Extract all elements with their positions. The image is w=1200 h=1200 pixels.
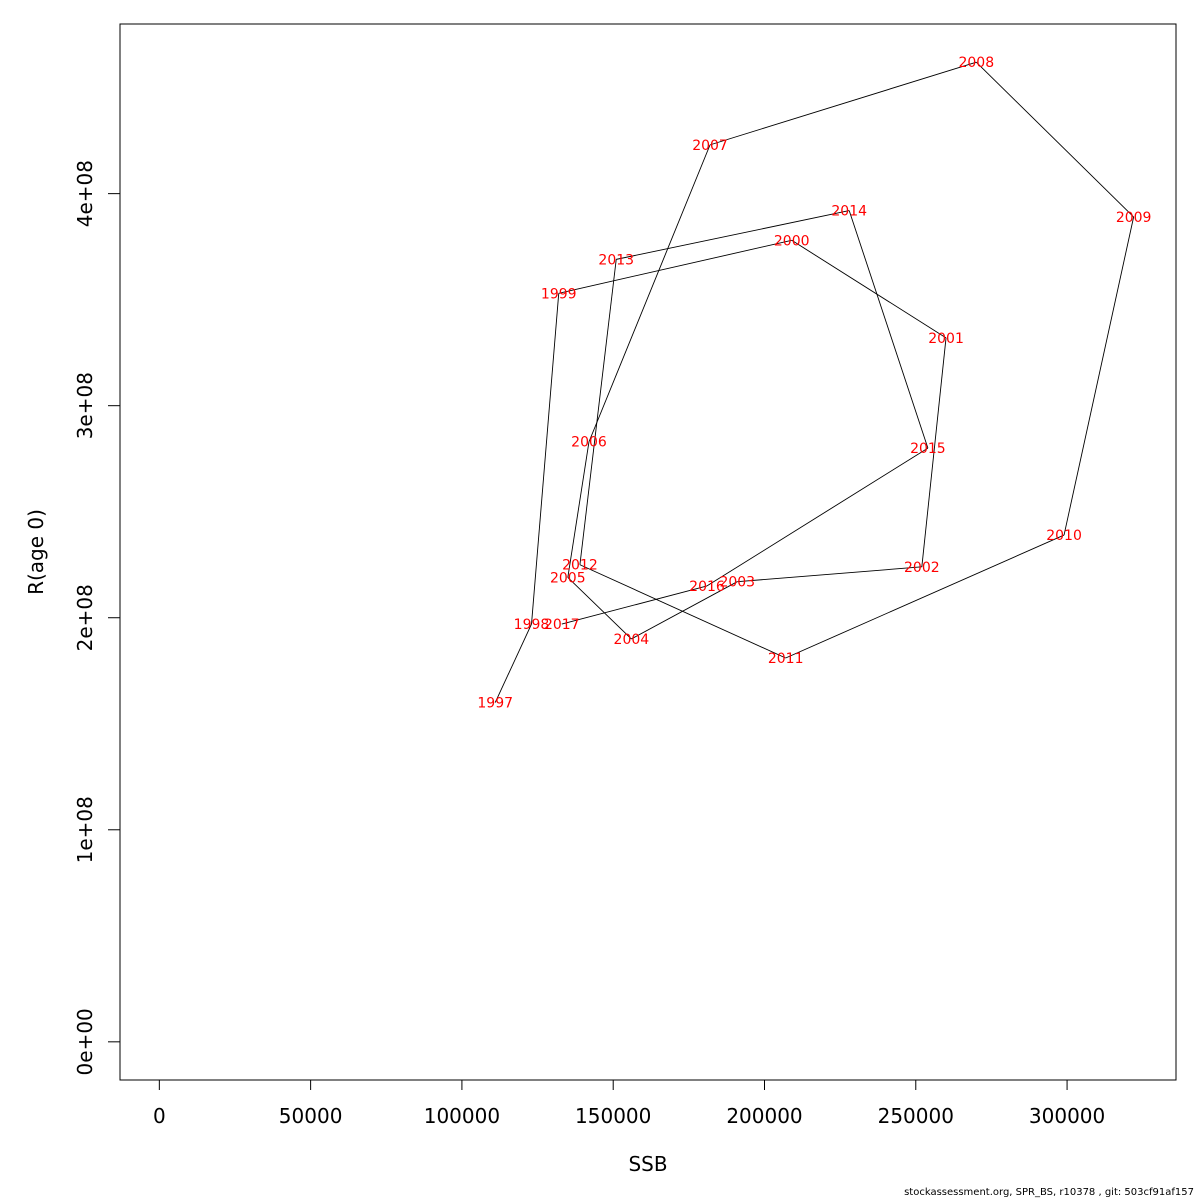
year-label-2009: 2009 [1116,210,1152,226]
year-label-2005: 2005 [550,570,586,586]
x-axis-title: SSB [628,1152,667,1176]
year-label-1999: 1999 [541,286,577,302]
plot-frame [119,23,1177,1081]
series-segment [588,144,711,442]
year-label-2008: 2008 [958,55,994,71]
y-tick-label: 0e+00 [73,1008,97,1075]
year-label-2010: 2010 [1046,528,1082,544]
year-label-2000: 2000 [774,233,810,249]
x-tick-label: 300000 [1029,1104,1105,1128]
year-label-2017: 2017 [544,617,580,633]
series-segment [531,293,560,625]
series-segment [737,566,922,583]
series-segment [709,61,977,146]
year-label-2002: 2002 [904,560,940,576]
series-segment [567,577,632,640]
year-label-2011: 2011 [768,651,804,667]
y-axis: 0e+00 1e+08 2e+08 3e+08 4e+08 [73,160,121,1075]
year-label-2012: 2012 [562,558,598,574]
year-label-1997: 1997 [477,696,513,712]
y-tick-label: 3e+08 [73,372,97,439]
x-tick-label: 100000 [424,1104,500,1128]
series-segment [1063,216,1135,536]
x-tick-label: 50000 [279,1104,343,1128]
year-label-1998: 1998 [514,617,550,633]
year-label-2013: 2013 [598,252,634,268]
year-label-2007: 2007 [692,138,728,154]
recruitment-series [494,61,1135,703]
year-label-2015: 2015 [910,441,946,457]
y-tick-label: 1e+08 [73,796,97,863]
year-label-2014: 2014 [831,204,867,220]
series-segment [616,210,850,260]
y-axis-title: R(age 0) [24,509,48,595]
series-segment [631,581,738,640]
year-label-2001: 2001 [928,331,964,347]
series-segment [494,623,532,703]
footer-attribution: stockassessment.org, SPR_BS, r10378 , gi… [904,1187,1194,1198]
series-segment [921,337,947,567]
x-tick-label: 200000 [726,1104,802,1128]
x-tick-label: 0 [153,1104,166,1128]
year-label-2006: 2006 [571,435,607,451]
x-tick-label: 150000 [575,1104,651,1128]
x-tick-label: 250000 [878,1104,954,1128]
series-segment [567,441,590,578]
series-segment [561,585,708,625]
y-tick-label: 4e+08 [73,160,97,227]
series-segment [706,447,929,587]
series-segment [558,239,792,294]
series-segment [848,210,929,449]
series-segment [975,61,1134,218]
y-tick-label: 2e+08 [73,584,97,651]
year-label-2016: 2016 [689,579,725,595]
series-segment [579,564,786,659]
year-label-2004: 2004 [614,632,650,648]
year-labels: 1997 1998 1999 2000 2001 2002 2003 2004 2005 2006… [477,55,1151,711]
series-segment [785,534,1065,659]
x-axis: 0 50000 100000 150000 200000 250000 300000 [153,1079,1105,1128]
year-label-2003: 2003 [719,575,755,591]
series-segment [579,259,617,565]
series-segment [791,239,947,339]
